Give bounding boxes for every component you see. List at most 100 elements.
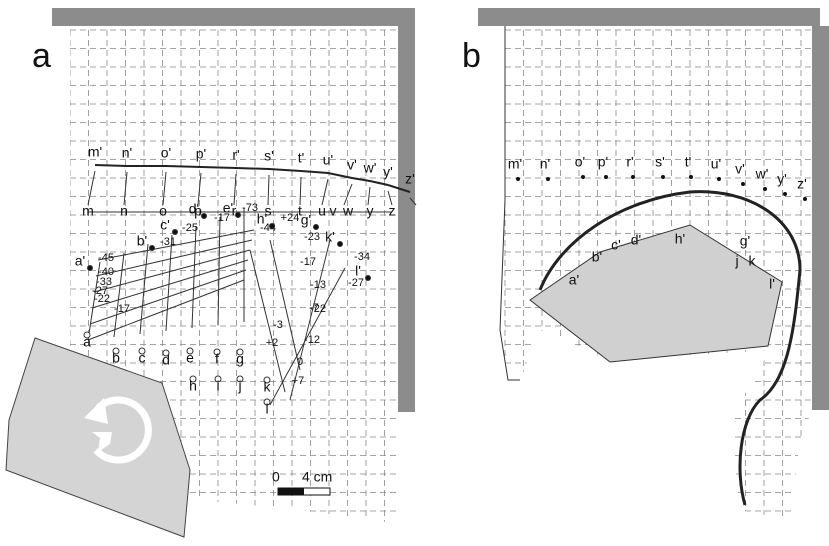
point-label: v' [347,157,357,173]
point-label: u' [323,152,333,168]
point-label: v [330,203,337,219]
point-label: y' [777,171,787,187]
marker [546,177,550,181]
marker [338,242,343,247]
point-label: w' [363,160,377,176]
offset-label: -23 [304,231,320,243]
point-label: t' [298,150,305,166]
top-bar [478,8,820,26]
point-label: e [186,350,194,366]
point-label: h' [675,231,685,247]
offset-label: -17 [114,303,130,315]
offset-label: -34 [354,251,370,263]
connector [234,174,236,205]
point-label: k' [325,229,335,245]
point-label: z' [797,176,807,192]
point-label: d [162,352,170,368]
offset-label: -3 [273,319,283,331]
point-label: c [139,350,146,366]
point-label: l [265,401,268,417]
marker [717,177,721,181]
point-label: c' [160,217,170,233]
offset-label: +7 [292,375,305,387]
offset-label: +2 [266,337,279,349]
point-label: j [734,253,738,269]
marker [803,197,807,201]
point-label: j [237,378,241,394]
point-label: g' [301,212,311,228]
point-label: p' [598,154,608,170]
point-label: g [236,351,244,367]
point-label: z' [405,171,415,187]
panel-label: b [462,37,481,75]
offset-label: -22 [310,303,326,315]
point-label: b' [137,233,147,249]
point-label: k [749,253,757,269]
point-label: u' [711,156,721,172]
point-label: z [389,203,396,219]
point-label: g' [740,233,750,249]
point-label: l' [769,276,775,292]
point-label: n [120,203,128,219]
point-label: i [216,378,219,394]
top-bar [52,8,415,26]
offset-label: +24 [281,212,300,224]
point-label: b [112,350,120,366]
figure: a 0 4 cm b m'n'o'p'r's't'u'v'w'y'z'mnopr… [0,0,829,546]
point-label: r' [626,154,633,170]
point-label: o' [161,145,171,161]
point-label: p' [196,146,206,162]
point-label: d' [189,201,199,217]
marker [631,175,635,179]
offset-label: -73 [242,202,258,214]
offset-label: 0 [297,356,303,368]
marker [173,230,178,235]
point-label: s' [655,154,665,170]
panel-label: a [32,37,51,75]
marker [783,192,787,196]
marker [661,175,665,179]
offset-label: -22 [94,293,110,305]
connector [268,175,269,205]
point-label: c' [611,237,621,253]
connector [300,177,301,205]
point-label: d' [631,232,641,248]
connector [88,171,95,205]
marker [689,175,693,179]
point-label: s' [264,148,274,164]
offset-label: -17 [214,212,230,224]
side-bar [812,26,829,410]
point-label: t' [685,154,692,170]
scale-end: 4 cm [302,469,332,485]
rotation-plate [6,338,190,537]
point-label: y' [383,164,393,180]
point-label: v' [735,161,745,177]
offset-label: -45 [98,252,114,264]
marker [516,177,520,181]
point-label: n' [540,156,550,172]
net-line [166,235,172,331]
point-label: m' [508,156,522,172]
connector [163,172,166,205]
offset-label: -44 [260,222,276,234]
offset-label: -12 [304,334,320,346]
marker [366,276,371,281]
point-label: u [318,203,326,219]
connector [322,179,328,205]
offset-label: -17 [300,256,316,268]
point-label: k [264,379,272,395]
marker [88,266,93,271]
net-line [114,253,124,337]
marker [741,182,745,186]
point-label: n' [122,145,132,161]
point-label: a [83,334,91,350]
point-label: w' [755,166,769,182]
marker [202,214,207,219]
offset-label: -31 [160,236,176,248]
point-label: o' [575,154,585,170]
point-label: f [215,351,219,367]
fabric-edge [500,26,520,380]
offset-label: -13 [310,279,326,291]
offset-label: -25 [182,222,198,234]
offset-label: -27 [348,277,364,289]
